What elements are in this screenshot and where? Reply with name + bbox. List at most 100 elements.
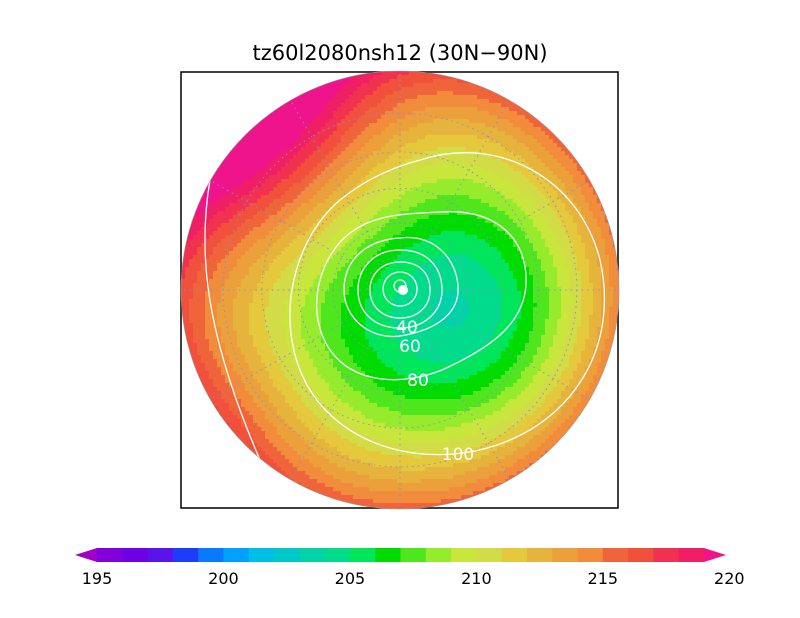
field-cell [429, 163, 434, 168]
field-cell [489, 151, 494, 156]
field-cell [597, 79, 602, 84]
field-cell [241, 215, 246, 220]
field-cell [397, 231, 402, 236]
field-cell [361, 199, 366, 204]
field-cell [317, 251, 322, 256]
field-cell [609, 159, 614, 164]
field-cell [457, 179, 462, 184]
field-cell [393, 143, 398, 148]
field-cell [569, 199, 574, 204]
field-cell [245, 119, 250, 124]
field-cell [529, 175, 534, 180]
field-cell [353, 139, 358, 144]
field-cell [557, 191, 562, 196]
field-cell [293, 87, 298, 92]
field-cell [373, 95, 378, 100]
field-cell [285, 251, 290, 256]
field-cell [329, 211, 334, 216]
field-cell [409, 159, 414, 164]
field-cell [277, 171, 282, 176]
field-cell [281, 231, 286, 236]
field-cell [245, 115, 250, 120]
field-cell [533, 183, 538, 188]
field-cell [261, 235, 266, 240]
field-cell [397, 167, 402, 172]
field-cell [593, 79, 598, 84]
field-cell [405, 123, 410, 128]
field-cell [277, 75, 282, 80]
field-cell [461, 87, 466, 92]
field-cell [265, 199, 270, 204]
field-cell [229, 151, 234, 156]
field-cell [337, 143, 342, 148]
field-cell [473, 227, 478, 232]
field-cell [393, 83, 398, 88]
field-cell [265, 235, 270, 240]
field-cell [209, 243, 214, 248]
field-cell [345, 131, 350, 136]
field-cell [501, 99, 506, 104]
field-cell [197, 191, 202, 196]
field-cell [393, 131, 398, 136]
field-cell [557, 139, 562, 144]
field-cell [521, 183, 526, 188]
field-cell [309, 167, 314, 172]
field-cell [485, 139, 490, 144]
field-cell [613, 139, 618, 144]
field-cell [373, 163, 378, 168]
field-cell [249, 79, 254, 84]
field-cell [273, 123, 278, 128]
field-cell [589, 219, 594, 224]
field-cell [613, 147, 618, 152]
field-cell [609, 203, 614, 208]
field-cell [345, 83, 350, 88]
field-cell [345, 95, 350, 100]
field-cell [597, 235, 602, 240]
field-cell [257, 115, 262, 120]
field-cell [473, 139, 478, 144]
field-cell [457, 143, 462, 148]
field-cell [445, 135, 450, 140]
field-cell [453, 143, 458, 148]
field-cell [577, 107, 582, 112]
field-cell [497, 219, 502, 224]
field-cell [525, 247, 530, 252]
field-cell [549, 195, 554, 200]
field-cell [425, 139, 430, 144]
field-cell [569, 191, 574, 196]
field-cell [237, 131, 242, 136]
field-cell [273, 111, 278, 116]
field-cell [289, 131, 294, 136]
field-cell [457, 199, 462, 204]
field-cell [209, 143, 214, 148]
field-cell [373, 123, 378, 128]
field-cell [269, 139, 274, 144]
field-cell [481, 171, 486, 176]
field-cell [557, 103, 562, 108]
field-cell [417, 171, 422, 176]
field-cell [197, 139, 202, 144]
field-cell [281, 159, 286, 164]
field-cell [489, 163, 494, 168]
field-cell [605, 107, 610, 112]
field-cell [293, 243, 298, 248]
field-cell [569, 103, 574, 108]
field-cell [421, 223, 426, 228]
field-cell [457, 107, 462, 112]
field-cell [465, 119, 470, 124]
field-cell [209, 179, 214, 184]
field-cell [545, 247, 550, 252]
field-cell [581, 83, 586, 88]
field-cell [517, 203, 522, 208]
field-cell [501, 91, 506, 96]
field-cell [209, 203, 214, 208]
field-cell [189, 99, 194, 104]
field-cell [389, 247, 394, 252]
field-cell [461, 183, 466, 188]
field-cell [581, 119, 586, 124]
field-cell [193, 127, 198, 132]
field-cell [593, 95, 598, 100]
field-cell [461, 175, 466, 180]
field-cell [409, 195, 414, 200]
field-cell [437, 119, 442, 124]
